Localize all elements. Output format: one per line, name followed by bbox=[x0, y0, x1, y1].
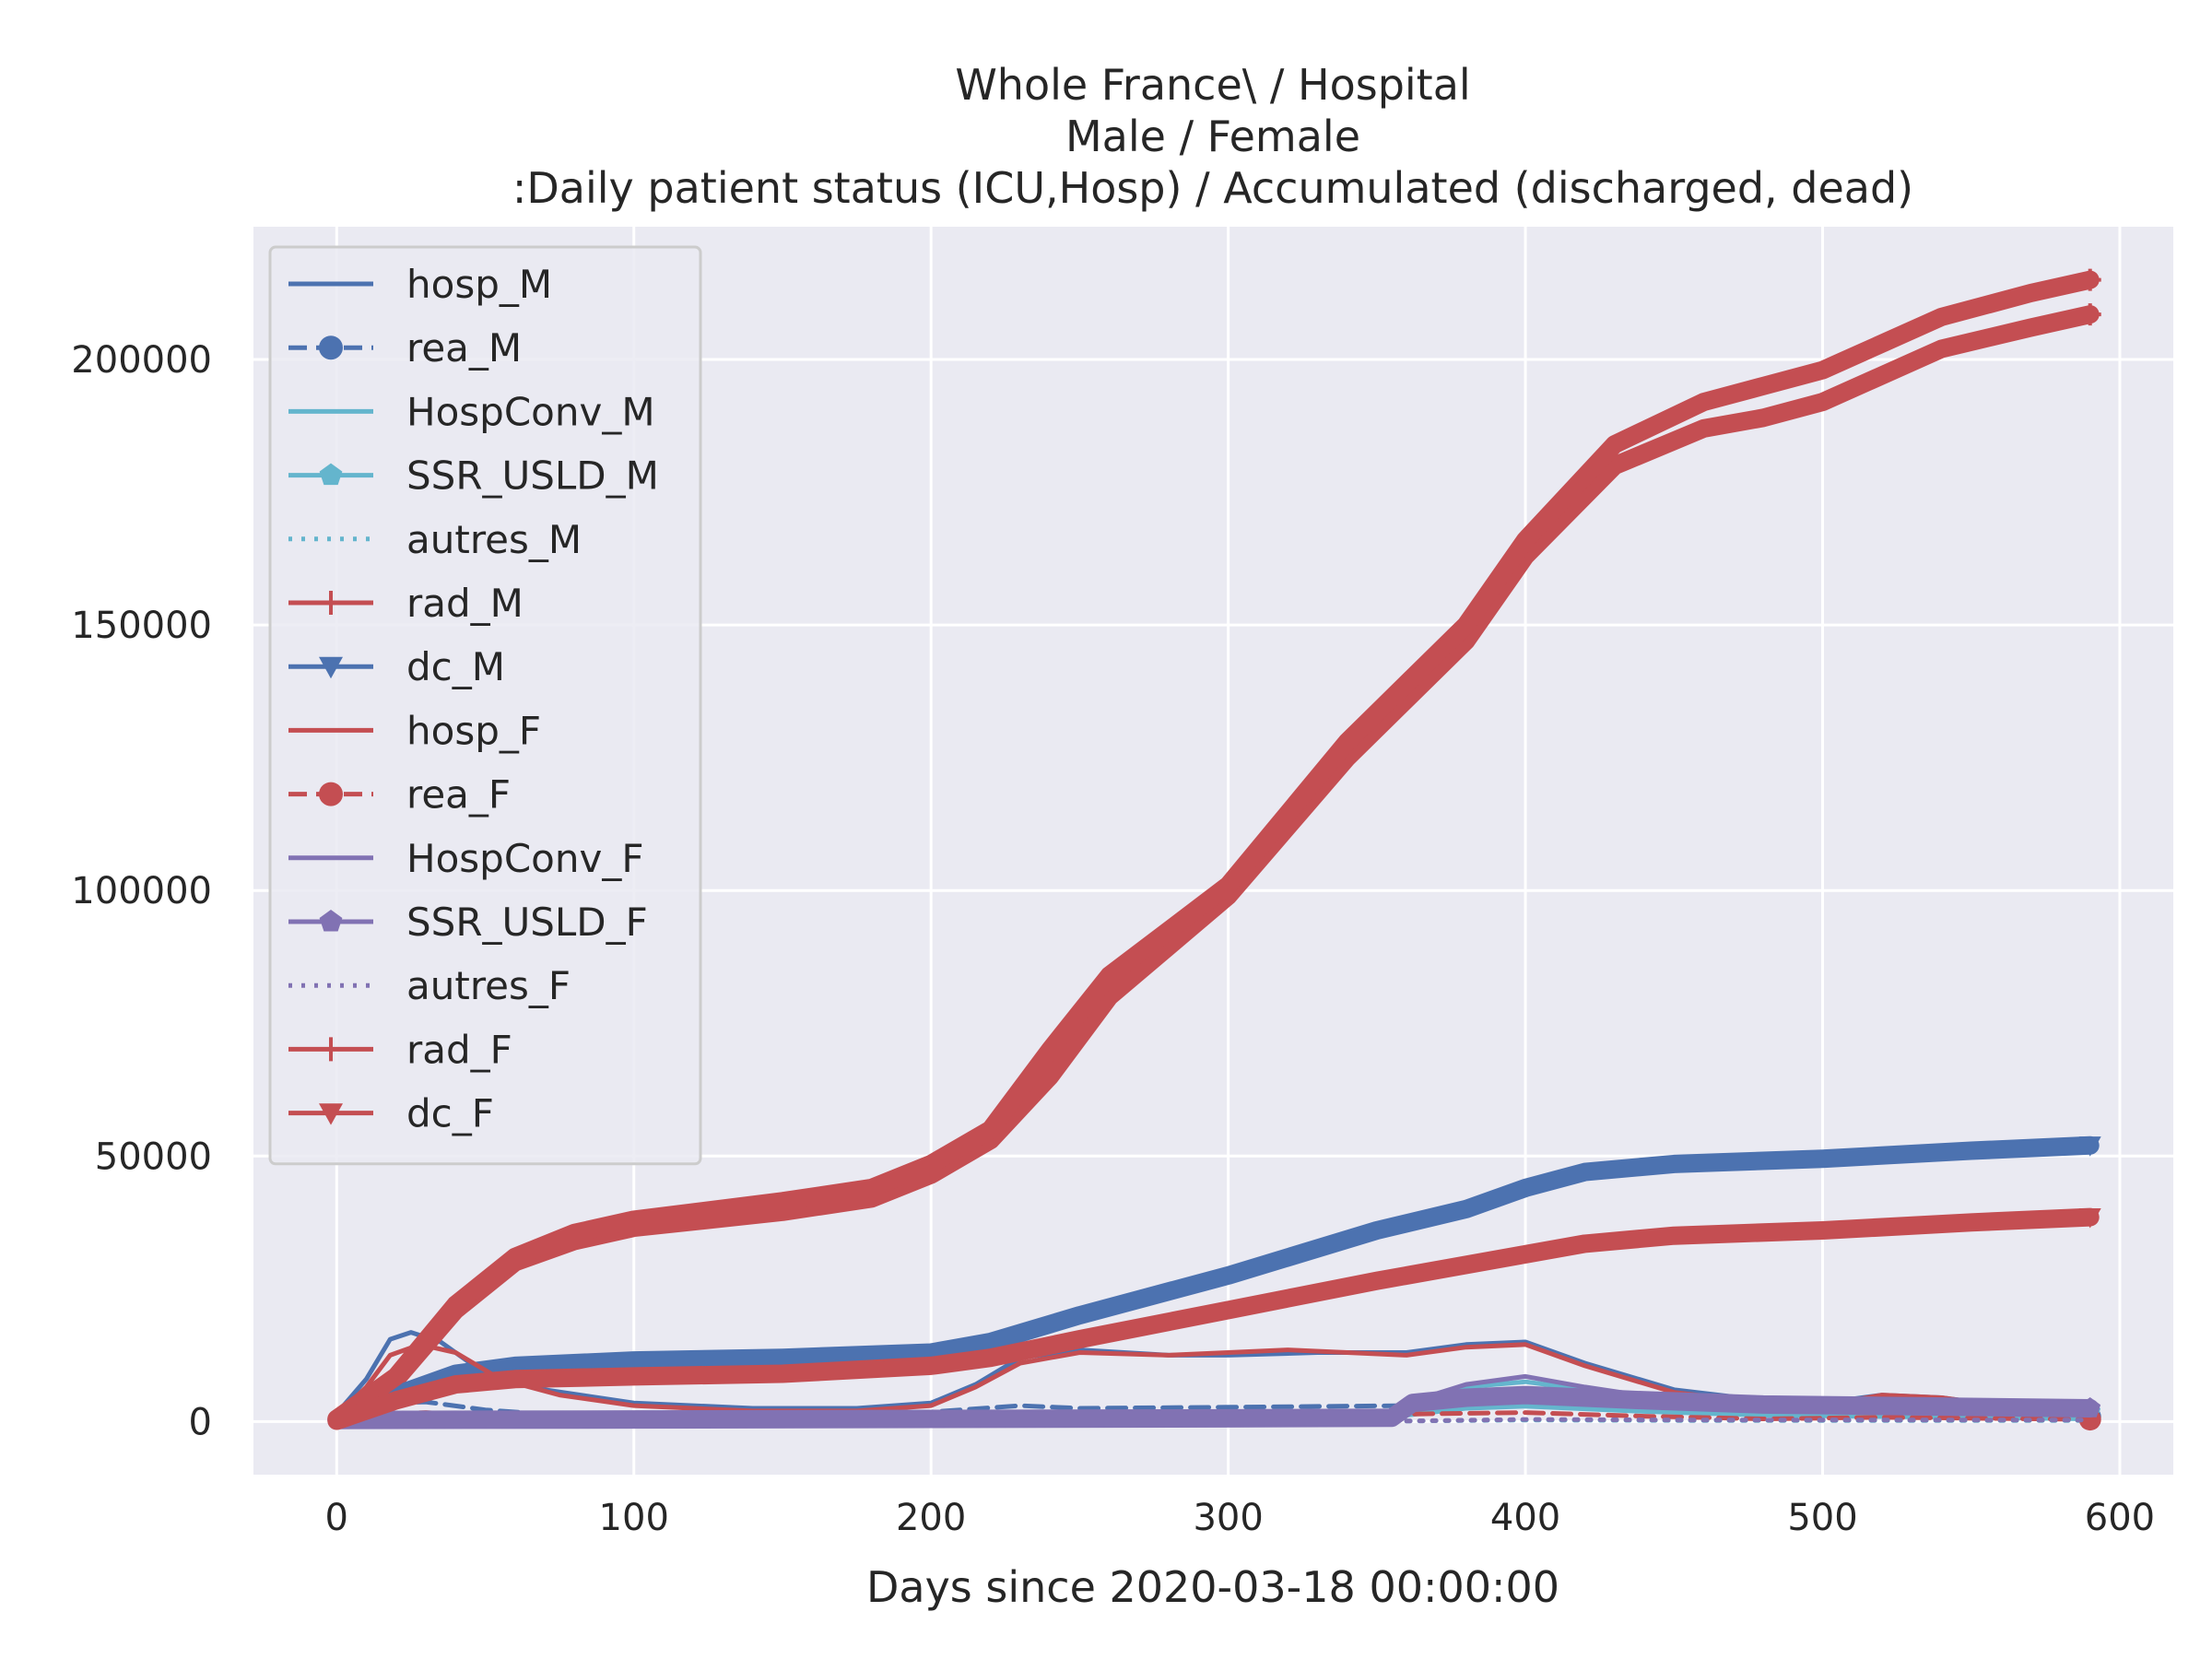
series-line-SSR_USLD_F bbox=[327, 1385, 2100, 1430]
series-marker-rad_M bbox=[2078, 303, 2101, 326]
legend-label: HospConv_F bbox=[406, 836, 643, 881]
chart-title-line-2: Male / Female bbox=[1065, 112, 1360, 161]
x-axis-label: Days since 2020-03-18 00:00:00 bbox=[866, 1562, 1559, 1612]
series-rad_F bbox=[327, 268, 2101, 1429]
legend-entry-hosp_F: hosp_F bbox=[288, 708, 541, 753]
legend-label: autres_F bbox=[406, 963, 571, 1008]
legend-label: SSR_USLD_M bbox=[406, 453, 659, 499]
series-marker-SSR_USLD_F bbox=[2079, 1397, 2101, 1418]
series-layer bbox=[327, 268, 2101, 1431]
legend-marker bbox=[319, 463, 343, 486]
legend-label: autres_M bbox=[406, 517, 582, 562]
legend-marker bbox=[319, 335, 343, 360]
legend-label: rea_M bbox=[406, 325, 522, 371]
legend-entry-autres_F: autres_F bbox=[288, 963, 571, 1008]
series-line-dc_F bbox=[327, 1207, 2100, 1430]
legend-marker bbox=[319, 1037, 343, 1062]
legend-label: rea_F bbox=[406, 772, 511, 818]
legend-entry-dc_M: dc_M bbox=[288, 644, 505, 689]
x-tick-label: 600 bbox=[2085, 1497, 2155, 1539]
legend-entry-rad_F: rad_F bbox=[288, 1027, 512, 1072]
legend-label: dc_F bbox=[406, 1091, 494, 1136]
series-autres_F bbox=[1404, 1417, 2093, 1424]
chart-title-line-3: :Daily patient status (ICU,Hosp) / Accum… bbox=[512, 163, 1913, 213]
series-marker-dc_M bbox=[2078, 1136, 2101, 1157]
y-tick-label: 0 bbox=[189, 1401, 212, 1443]
legend-marker bbox=[319, 910, 343, 932]
legend-entry-rad_M: rad_M bbox=[288, 581, 524, 626]
legend-label: hosp_M bbox=[406, 262, 552, 307]
legend-entry-hosp_M: hosp_M bbox=[288, 262, 552, 307]
legend-label: HospConv_M bbox=[406, 389, 655, 434]
legend-entry-rea_M: rea_M bbox=[288, 325, 522, 371]
legend-label: rad_F bbox=[406, 1027, 512, 1072]
titles: Whole France\ / Hospital Male / Female :… bbox=[512, 60, 1913, 1612]
legend-label: dc_M bbox=[406, 644, 505, 689]
series-marker-rad_F bbox=[2078, 268, 2101, 291]
y-tick-label: 150000 bbox=[71, 605, 212, 647]
x-tick-label: 400 bbox=[1490, 1497, 1560, 1539]
series-line-autres_F bbox=[1404, 1417, 2093, 1424]
series-dc_M bbox=[327, 1135, 2101, 1430]
legend: hosp_M rea_M HospConv_M SSR_USLD_M autres_Mr… bbox=[268, 245, 702, 1166]
x-tick-label: 500 bbox=[1787, 1497, 1857, 1539]
legend-box bbox=[268, 245, 702, 1166]
series-dc_F bbox=[327, 1207, 2101, 1430]
legend-entry-dc_F: dc_F bbox=[288, 1091, 494, 1136]
legend-entry-SSR_USLD_F: SSR_USLD_F bbox=[288, 900, 648, 945]
y-tick-label: 50000 bbox=[95, 1135, 212, 1178]
legend-entry-HospConv_M: HospConv_M bbox=[288, 389, 655, 434]
x-tick-label: 100 bbox=[599, 1497, 669, 1539]
series-line-dc_M bbox=[327, 1135, 2100, 1430]
legend-entry-autres_M: autres_M bbox=[288, 517, 582, 562]
ticks: 0 100 200 300 400 500 600 0 50000 100000 150000 200… bbox=[71, 339, 2155, 1539]
series-SSR_USLD_F bbox=[327, 1385, 2101, 1430]
legend-label: SSR_USLD_F bbox=[406, 900, 648, 945]
series-line-rad_F bbox=[327, 270, 2100, 1429]
y-tick-label: 200000 bbox=[71, 339, 212, 382]
chart-title-line-1: Whole France\ / Hospital bbox=[955, 60, 1470, 110]
y-tick-label: 100000 bbox=[71, 870, 212, 912]
series-line-rea_M bbox=[334, 1399, 2093, 1421]
legend-label: hosp_F bbox=[406, 708, 541, 753]
legend-marker bbox=[319, 591, 343, 615]
legend-marker bbox=[319, 782, 343, 806]
x-tick-label: 300 bbox=[1193, 1497, 1263, 1539]
legend-marker bbox=[319, 656, 343, 679]
legend-entry-SSR_USLD_M: SSR_USLD_M bbox=[288, 453, 659, 499]
legend-entry-rea_F: rea_F bbox=[288, 772, 511, 818]
legend-label: rad_M bbox=[406, 581, 524, 626]
series-marker-dc_F bbox=[2078, 1207, 2101, 1229]
legend-marker bbox=[319, 1103, 343, 1125]
legend-entry-HospConv_F: HospConv_F bbox=[288, 836, 643, 881]
x-tick-label: 0 bbox=[325, 1497, 348, 1539]
x-tick-label: 200 bbox=[896, 1497, 966, 1539]
